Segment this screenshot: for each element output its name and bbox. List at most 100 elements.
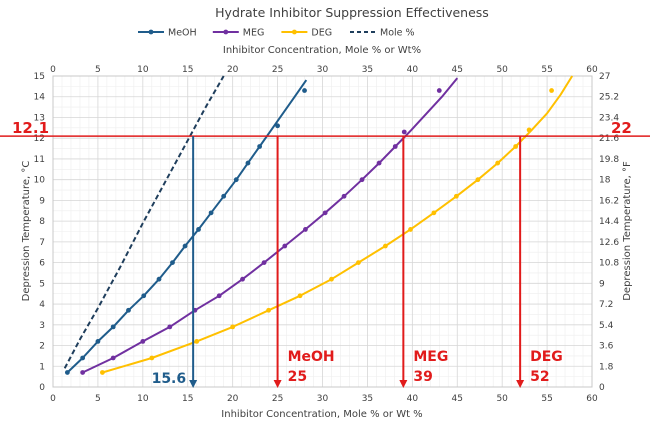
data-point-meg bbox=[392, 144, 398, 149]
y-right-tick-label: 21.6 bbox=[599, 134, 619, 144]
x-tick-label-bottom: 5 bbox=[95, 394, 101, 404]
data-point-meg bbox=[401, 129, 407, 135]
data-point-deg bbox=[100, 370, 105, 375]
x-tick-label-bottom: 45 bbox=[452, 394, 463, 404]
x-tick-label-top: 0 bbox=[50, 65, 56, 75]
data-point-meg bbox=[282, 243, 288, 249]
legend-label-meoh: MeOH bbox=[168, 28, 197, 39]
data-point-deg bbox=[356, 260, 361, 265]
x-tick-label-bottom: 20 bbox=[227, 394, 239, 404]
x-axis-bottom-title: Inhibitor Concentration, Mole % or Wt % bbox=[221, 409, 422, 420]
y-left-tick-label: 4 bbox=[39, 300, 45, 310]
y-right-tick-label: 27 bbox=[599, 72, 610, 82]
y-right-tick-label: 3.6 bbox=[599, 342, 614, 352]
drop-label-name: MEG bbox=[413, 349, 448, 365]
series-line-meoh bbox=[66, 79, 308, 374]
plot-border bbox=[52, 75, 593, 388]
legend-label-meg: MEG bbox=[243, 28, 265, 39]
data-point-meoh bbox=[275, 123, 280, 129]
x-tick-label-top: 45 bbox=[452, 65, 463, 75]
x-tick-label-bottom: 55 bbox=[541, 394, 552, 404]
x-tick-label-top: 15 bbox=[182, 65, 193, 75]
drop-label-value: 25 bbox=[288, 369, 307, 385]
y-left-tick-label: 12 bbox=[34, 134, 45, 144]
y-left-tick-label: 1 bbox=[39, 362, 45, 372]
x-tick-label-bottom: 15 bbox=[182, 394, 193, 404]
legend-label-mole: Mole % bbox=[380, 28, 415, 39]
x-tick-label-top: 10 bbox=[137, 65, 149, 75]
x-tick-label-bottom: 10 bbox=[137, 394, 149, 404]
data-point-meoh bbox=[233, 177, 239, 183]
data-point-meoh bbox=[221, 193, 227, 199]
data-point-deg bbox=[230, 324, 236, 330]
y-right-tick-label: 23.4 bbox=[599, 113, 619, 123]
y-right-tick-label: 18 bbox=[599, 176, 611, 186]
data-point-deg bbox=[431, 210, 437, 216]
data-point-deg bbox=[526, 127, 532, 133]
reference-label-fahrenheit: 22 bbox=[611, 119, 632, 137]
y-left-tick-label: 11 bbox=[34, 155, 45, 165]
drop-label-name: MeOH bbox=[288, 349, 335, 365]
y-right-tick-label: 7.2 bbox=[599, 300, 613, 310]
drop-arrowhead-deg-52 bbox=[516, 380, 525, 388]
y-right-tick-label: 9 bbox=[599, 279, 605, 289]
x-tick-label-bottom: 0 bbox=[50, 394, 56, 404]
y-left-tick-label: 15 bbox=[34, 72, 45, 82]
data-point-meoh bbox=[170, 260, 175, 265]
chart-title: Hydrate Inhibitor Suppression Effectiven… bbox=[215, 5, 489, 20]
x-tick-label-top: 30 bbox=[317, 65, 329, 75]
data-point-meg bbox=[110, 355, 116, 361]
plot-area: 0055101015152020252530303535404045455050… bbox=[0, 65, 650, 404]
data-point-meoh bbox=[257, 144, 263, 149]
y-axis-right-title: Depression Temperature, °F bbox=[622, 161, 633, 301]
data-point-meg bbox=[303, 227, 308, 232]
data-point-meg bbox=[322, 210, 328, 216]
x-tick-label-top: 50 bbox=[496, 65, 508, 75]
data-point-meg bbox=[240, 276, 245, 282]
data-point-deg bbox=[408, 227, 413, 232]
x-tick-label-top: 40 bbox=[407, 65, 419, 75]
y-right-tick-label: 16.2 bbox=[599, 196, 619, 206]
data-point-deg bbox=[549, 88, 554, 93]
x-tick-label-top: 55 bbox=[541, 65, 552, 75]
data-point-deg bbox=[475, 177, 481, 183]
data-point-meoh bbox=[302, 88, 307, 93]
x-tick-label-top: 60 bbox=[586, 65, 598, 75]
data-point-deg bbox=[297, 293, 303, 299]
legend: MeOH MEG DEG Mole % bbox=[138, 28, 415, 39]
y-right-tick-label: 25.2 bbox=[599, 93, 619, 103]
x-tick-label-bottom: 25 bbox=[272, 394, 283, 404]
y-right-tick-label: 19.8 bbox=[599, 155, 619, 165]
data-point-meg bbox=[80, 370, 86, 375]
y-left-tick-label: 3 bbox=[39, 321, 45, 331]
drop-label-value: 39 bbox=[413, 369, 432, 385]
drop-arrowhead-15-6 bbox=[189, 380, 198, 388]
y-right-tick-label: 1.8 bbox=[599, 362, 614, 372]
y-left-tick-label: 2 bbox=[39, 342, 45, 352]
data-point-meoh bbox=[141, 293, 147, 299]
drop-label-value: 15.6 bbox=[152, 371, 187, 387]
data-point-meg bbox=[140, 338, 146, 344]
data-point-deg bbox=[382, 243, 388, 249]
data-point-deg bbox=[149, 355, 155, 361]
data-point-deg bbox=[329, 276, 334, 282]
data-point-deg bbox=[513, 144, 519, 149]
y-right-tick-label: 5.4 bbox=[599, 321, 614, 331]
y-left-tick-label: 10 bbox=[34, 176, 46, 186]
data-point-deg bbox=[495, 160, 501, 166]
y-left-tick-label: 14 bbox=[34, 93, 46, 103]
y-left-tick-label: 0 bbox=[39, 383, 45, 393]
x-tick-label-bottom: 30 bbox=[317, 394, 329, 404]
data-point-meg bbox=[359, 177, 365, 183]
y-left-tick-label: 7 bbox=[39, 238, 45, 248]
series-line-mole bbox=[63, 75, 225, 369]
drop-arrowhead-meoh-25 bbox=[273, 380, 282, 388]
series-line-meg bbox=[82, 77, 459, 374]
data-point-meg bbox=[261, 260, 267, 265]
data-point-meoh bbox=[182, 243, 188, 249]
data-point-meoh bbox=[156, 276, 162, 282]
legend-marker-deg bbox=[292, 29, 297, 35]
x-axis-top-title: Inhibitor Concentration, Mole % or Wt% bbox=[223, 45, 421, 56]
